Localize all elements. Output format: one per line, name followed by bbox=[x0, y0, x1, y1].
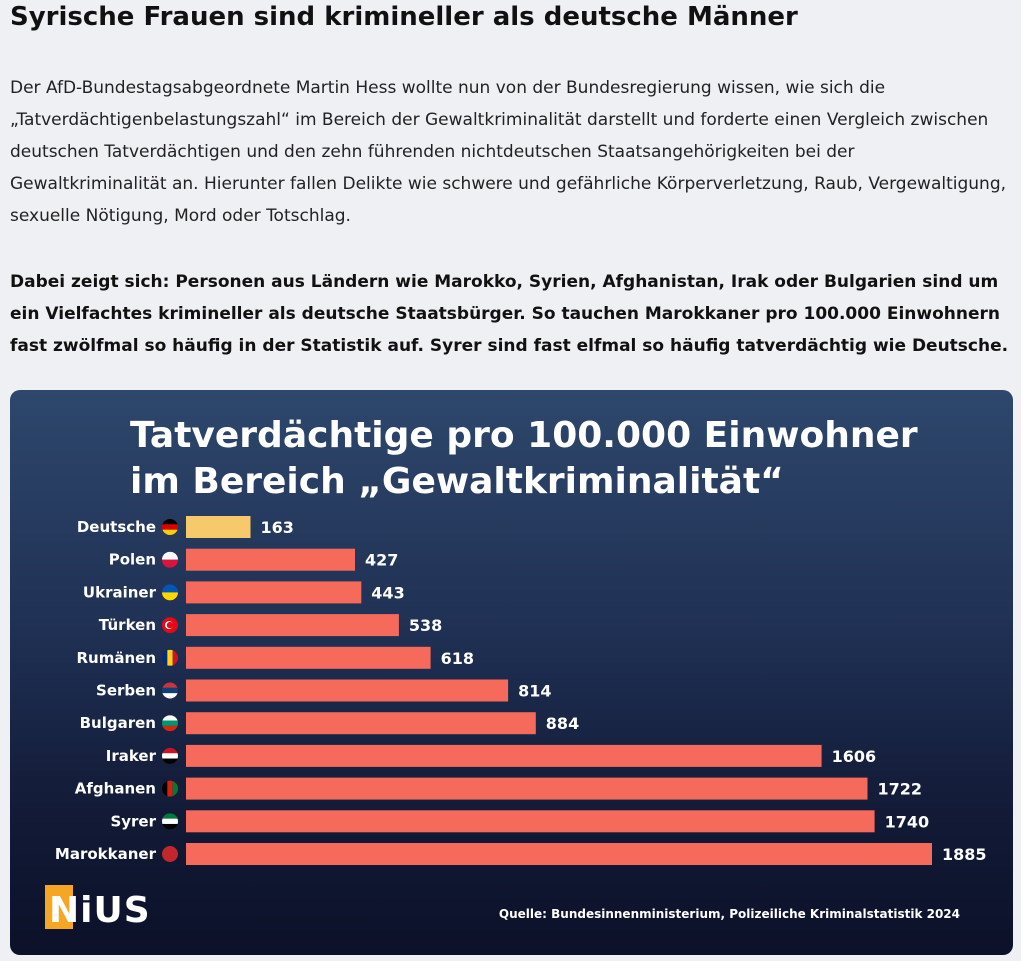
bar-afghanen bbox=[186, 777, 868, 800]
bar-deutsche bbox=[186, 516, 251, 538]
poland-flag-icon bbox=[162, 551, 178, 568]
afghanistan-flag-icon bbox=[162, 780, 178, 797]
value-label: 443 bbox=[371, 583, 404, 602]
germany-flag-icon bbox=[162, 519, 178, 535]
bars-group: Deutsche 163 Polen 427 Ukrainer 443 Türken 538 R… bbox=[55, 516, 987, 865]
bar-chart: Tatverdächtige pro 100.000 Einwohner im … bbox=[10, 390, 1013, 955]
value-label: 618 bbox=[441, 649, 474, 668]
romania-flag-icon bbox=[162, 649, 178, 666]
syria-flag-icon bbox=[162, 813, 178, 830]
nius-logo: NiUS bbox=[45, 885, 151, 931]
value-label: 1722 bbox=[878, 780, 923, 799]
logo-text: NiUS bbox=[49, 890, 151, 931]
category-label: Rumänen bbox=[76, 649, 156, 667]
value-label: 163 bbox=[261, 518, 294, 537]
category-label: Deutsche bbox=[77, 518, 156, 536]
bar-ukrainer bbox=[186, 581, 362, 604]
logo-n-block bbox=[45, 885, 73, 929]
value-label: 814 bbox=[518, 682, 551, 701]
bar-serben bbox=[186, 679, 509, 702]
ukraine-flag-icon bbox=[162, 584, 178, 601]
bar-bulgaren bbox=[186, 712, 536, 735]
value-label: 1740 bbox=[885, 812, 930, 831]
category-label: Iraker bbox=[106, 747, 157, 765]
article-headline: Syrische Frauen sind krimineller als deu… bbox=[10, 2, 798, 32]
bar-türken bbox=[186, 614, 399, 637]
article-paragraph-bold: Dabei zeigt sich: Personen aus Ländern w… bbox=[10, 272, 1009, 356]
bulgaria-flag-icon bbox=[162, 715, 178, 732]
value-label: 884 bbox=[546, 714, 579, 733]
bar-syrer bbox=[186, 810, 875, 833]
chart-title-line1: Tatverdächtige pro 100.000 Einwohner bbox=[130, 415, 918, 456]
category-label: Serben bbox=[96, 682, 156, 700]
morocco-flag-icon bbox=[162, 846, 178, 862]
chart-canvas: Tatverdächtige pro 100.000 Einwohner im … bbox=[45, 415, 987, 931]
category-label: Marokkaner bbox=[55, 845, 157, 863]
bar-polen bbox=[186, 548, 355, 571]
value-label: 427 bbox=[365, 551, 398, 570]
value-label: 1606 bbox=[832, 747, 877, 766]
category-label: Ukrainer bbox=[83, 583, 157, 601]
category-label: Türken bbox=[99, 616, 156, 634]
category-label: Bulgaren bbox=[80, 714, 156, 732]
iraq-flag-icon bbox=[162, 747, 178, 764]
value-label: 1885 bbox=[942, 845, 987, 864]
turkey-flag-icon bbox=[162, 617, 178, 634]
category-label: Polen bbox=[109, 551, 156, 569]
bar-iraker bbox=[186, 744, 822, 767]
category-label: Syrer bbox=[110, 812, 156, 830]
bar-rumänen bbox=[186, 646, 431, 669]
chart-source: Quelle: Bundesinnenministerium, Polizeil… bbox=[499, 907, 960, 921]
value-label: 538 bbox=[409, 616, 442, 635]
chart-title-line2: im Bereich „Gewaltkriminalität“ bbox=[130, 461, 784, 502]
article-paragraph: Der AfD-Bundestagsabgeordnete Martin Hes… bbox=[10, 78, 1007, 226]
serbia-flag-icon bbox=[162, 682, 178, 699]
category-label: Afghanen bbox=[75, 780, 156, 798]
bar-marokkaner bbox=[186, 843, 932, 865]
